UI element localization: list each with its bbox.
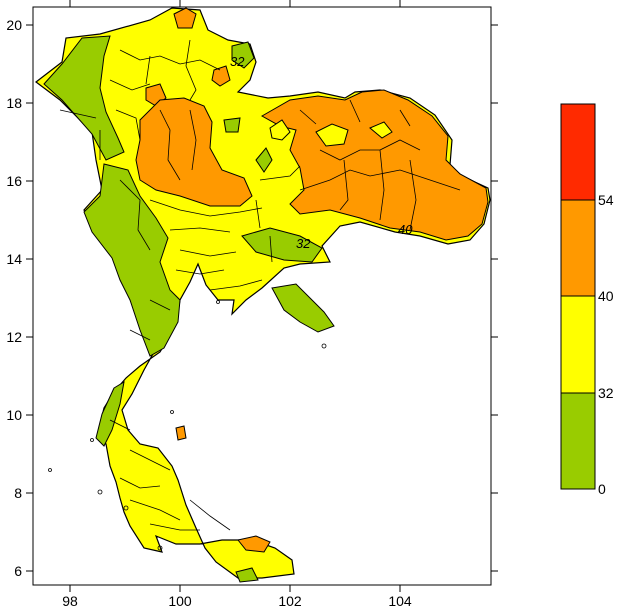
coastal-islands [48,300,327,551]
green-south-tip [235,567,259,583]
x-tick-label-104: 104 [388,593,412,609]
province-borders [59,39,461,531]
x-tick-label-102: 102 [278,593,302,609]
orange-north-spot [211,65,231,87]
orange-island [175,425,187,441]
colorbar-label-40: 40 [598,288,614,304]
y-tick-label-8: 8 [14,485,22,501]
yellow-island-3 [269,119,291,141]
orange-north-tip [173,7,197,29]
colorbar [560,103,596,490]
green-central-small [255,147,273,173]
green-west-north [43,35,125,161]
contour-label-32-central: 32 [296,236,311,251]
y-tick-label-12: 12 [6,329,22,345]
y-tick-label-10: 10 [6,407,22,423]
green-central-basin [241,227,323,263]
colorbar-label-0: 0 [598,481,606,497]
orange-northeast [260,89,489,241]
colorbar-segment-green [560,392,596,490]
yellow-island-1 [315,123,349,147]
green-east-coast [271,283,335,333]
colorbar-segment-red [560,103,596,201]
x-tick-label-100: 100 [168,593,192,609]
x-tick-label-98: 98 [62,593,78,609]
y-tick-label-14: 14 [6,251,22,267]
green-upper-central [223,117,241,133]
yellow-island-2 [369,121,393,139]
y-axis [26,24,498,572]
colorbar-label-54: 54 [598,192,614,208]
green-west-central [83,163,181,357]
contour-label-40: 40 [398,222,413,237]
map-region [35,7,491,583]
colorbar-label-32: 32 [598,385,614,401]
green-south-west [95,381,125,447]
y-tick-label-16: 16 [6,173,22,189]
colorbar-segment-orange [560,199,596,297]
orange-south [237,535,271,553]
y-tick-label-20: 20 [6,17,22,33]
y-tick-label-6: 6 [14,563,22,579]
y-tick-label-18: 18 [6,95,22,111]
contour-label-32-north: 32 [230,54,245,69]
x-axis [69,0,401,592]
colorbar-segment-yellow [560,295,596,394]
green-north-east-spot [231,41,255,69]
